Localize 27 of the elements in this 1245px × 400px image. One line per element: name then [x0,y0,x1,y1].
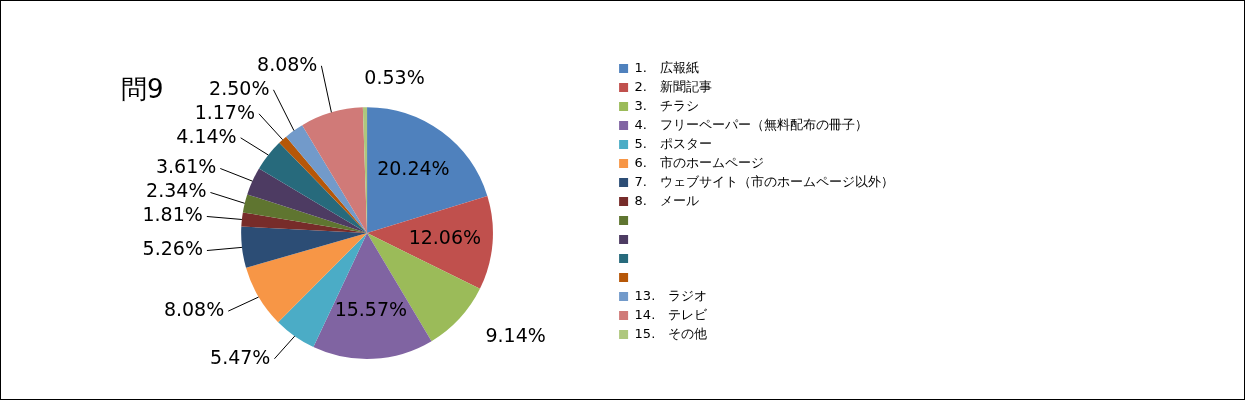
data-label: 8.08% [257,52,318,75]
legend-label: 6. 市のホームページ [634,154,764,170]
data-label: 5.26% [142,237,203,260]
data-label: 5.47% [210,345,271,368]
data-label: 15.57% [334,298,408,320]
legend-label: 8. メール [634,192,699,208]
legend-label: 5. ポスター [634,135,712,151]
data-label: 20.24% [377,157,450,180]
data-label: 3.61% [155,155,217,178]
legend-label: 3. チラシ [634,97,699,113]
legend-label: 13. ラジオ [634,287,708,303]
legend-label: 2. 新聞記事 [634,78,712,94]
data-label: 1.81% [142,203,203,226]
data-label: 2.50% [209,76,270,99]
data-label: 4.14% [176,124,237,147]
legend-label: 7. ウェブサイト（市のホームページ以外） [634,173,894,189]
legend-label: 15. その他 [634,325,708,341]
data-label: 9.14% [485,324,546,347]
legend-label: 4. フリーペーパー（無料配布の冊子） [634,116,868,132]
legend-label: 14. テレビ [634,306,709,322]
data-label: 12.06% [408,226,482,249]
data-label: 1.17% [194,100,255,123]
legend-label: 1. 広報紙 [634,59,699,75]
data-label: 8.08% [163,298,225,321]
data-label: 2.34% [146,179,207,202]
text: 問9 [121,74,164,105]
data-label: 0.53% [364,66,425,89]
